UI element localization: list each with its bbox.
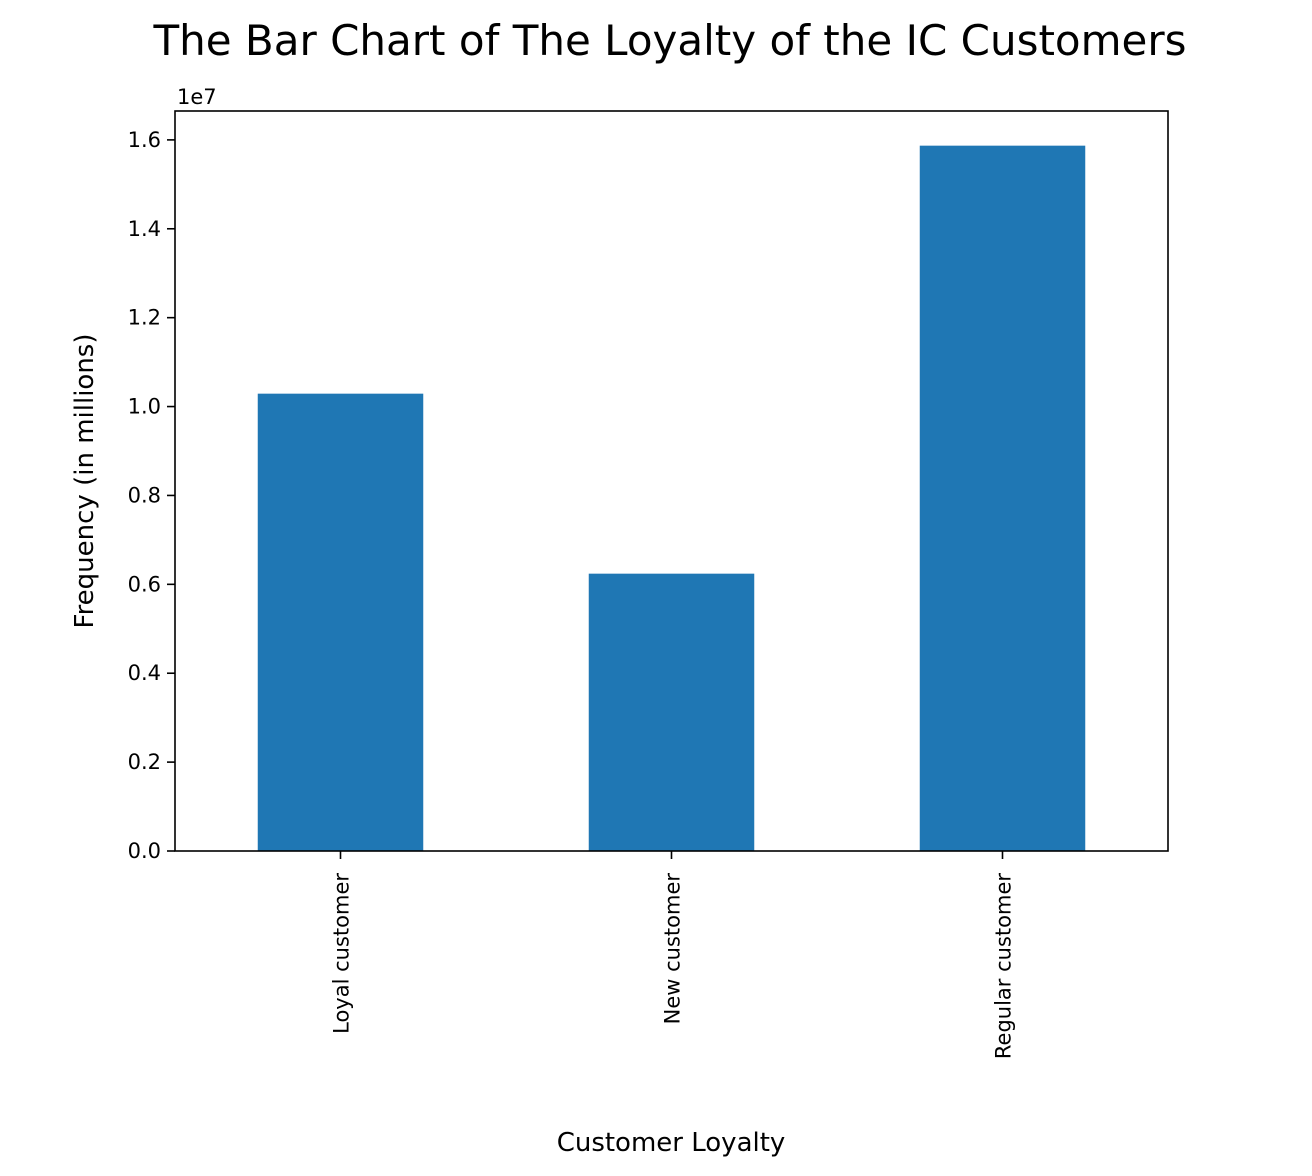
y-tick-label: 0.8 <box>128 483 161 507</box>
x-axis-label: Customer Loyalty <box>557 1128 786 1158</box>
y-tick-label: 1.2 <box>128 306 161 330</box>
y-tick-label: 0.0 <box>128 839 161 863</box>
plot-area: Loyal customer New customer Regular custom… <box>128 110 1169 1059</box>
y-tick-label: 1.6 <box>128 128 161 152</box>
y-offset-label: 1e7 <box>177 85 217 109</box>
bar-regular-customer <box>919 145 1086 851</box>
y-tick-label: 1.0 <box>128 395 161 419</box>
bar-new-customer <box>588 573 755 851</box>
y-tick-label: 0.6 <box>128 572 161 596</box>
y-axis-label: Frequency (in millions) <box>70 334 100 629</box>
chart-title: The Bar Chart of The Loyalty of the IC C… <box>152 16 1186 65</box>
y-tick-label: 0.2 <box>128 750 161 774</box>
x-tick-label: Regular customer <box>992 873 1016 1059</box>
bar-loyal-customer <box>257 393 424 851</box>
y-tick-label: 1.4 <box>128 217 161 241</box>
x-tick-label: New customer <box>661 873 685 1025</box>
y-tick-label: 0.4 <box>128 661 161 685</box>
x-tick-label: Loyal customer <box>330 873 354 1034</box>
